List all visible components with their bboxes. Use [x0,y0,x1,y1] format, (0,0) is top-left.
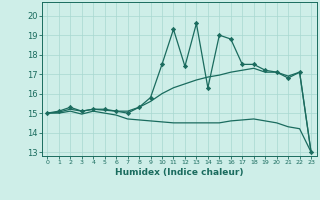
X-axis label: Humidex (Indice chaleur): Humidex (Indice chaleur) [115,168,244,177]
